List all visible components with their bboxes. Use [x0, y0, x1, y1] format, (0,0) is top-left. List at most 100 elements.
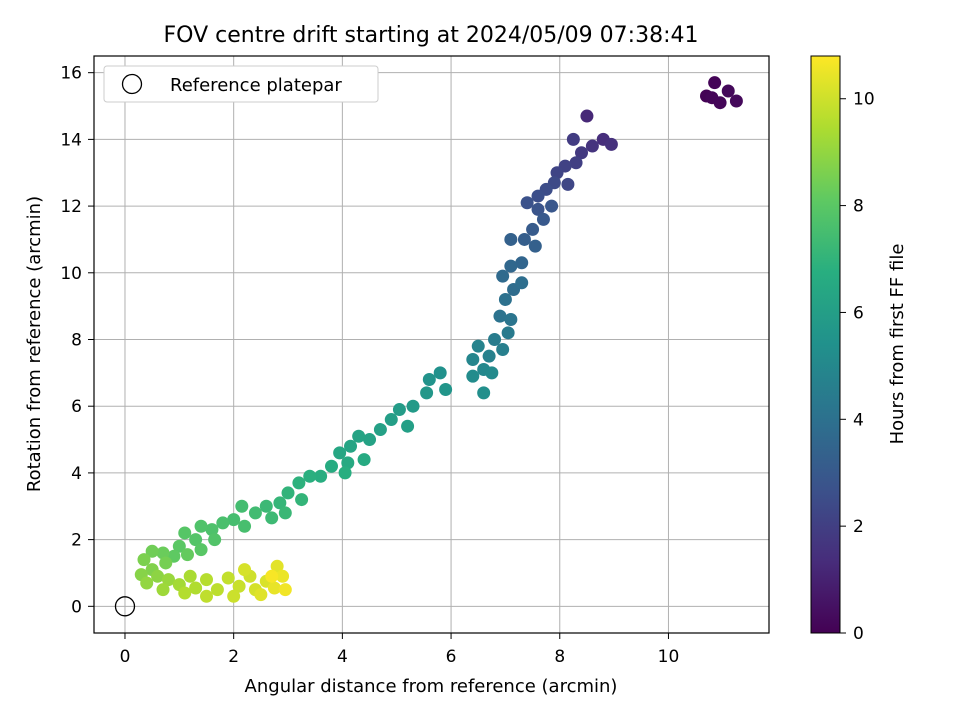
data-point	[531, 202, 545, 216]
colorbar-tick-label: 6	[853, 303, 864, 323]
plot-area	[94, 56, 769, 633]
y-tick-label: 10	[60, 264, 82, 284]
data-point	[238, 519, 252, 533]
data-point	[210, 583, 224, 597]
data-point	[254, 588, 268, 602]
data-point	[235, 499, 249, 513]
data-point	[531, 189, 545, 203]
data-point	[278, 506, 292, 520]
data-point	[344, 439, 358, 453]
data-point	[194, 543, 208, 557]
data-point	[566, 132, 580, 146]
data-point	[161, 573, 175, 587]
data-point	[216, 516, 230, 530]
colorbar-tick-label: 8	[853, 197, 864, 217]
y-axis-ticks: 0 2 4 6 8 10 12 14 16	[60, 64, 94, 617]
x-axis-label: Angular distance from reference (arcmin)	[245, 676, 618, 697]
data-point	[273, 496, 287, 510]
colorbar	[810, 55, 841, 634]
data-point	[259, 499, 273, 513]
y-tick-label: 2	[71, 531, 82, 551]
data-point	[515, 256, 529, 270]
x-tick-label: 10	[658, 647, 680, 667]
y-tick-label: 16	[60, 64, 82, 84]
data-point	[265, 569, 279, 583]
data-point	[501, 326, 515, 340]
data-point	[151, 569, 165, 583]
legend-box	[103, 65, 379, 103]
data-point	[520, 196, 534, 210]
data-point	[145, 544, 159, 558]
data-point	[137, 553, 151, 567]
data-point	[504, 259, 518, 273]
data-point	[205, 523, 219, 537]
y-tick-label: 14	[60, 130, 82, 150]
colorbar-ticks: 0 2 4 6 8 10	[840, 90, 875, 644]
data-point	[352, 429, 366, 443]
data-point	[504, 232, 518, 246]
data-point	[248, 506, 262, 520]
data-point	[384, 413, 398, 427]
data-point	[575, 146, 588, 160]
data-point	[466, 353, 480, 367]
data-point	[496, 269, 510, 283]
data-point	[357, 453, 371, 467]
data-point	[314, 469, 328, 483]
data-point	[517, 232, 531, 246]
data-point	[550, 166, 564, 180]
data-point	[729, 94, 743, 108]
data-point	[433, 366, 447, 380]
data-point	[439, 383, 453, 397]
data-point	[156, 583, 170, 597]
data-point	[159, 556, 173, 570]
data-point	[295, 493, 309, 507]
reference-marker	[114, 596, 136, 617]
data-point	[338, 466, 352, 480]
data-point	[721, 84, 735, 98]
data-point	[422, 373, 436, 387]
reference-point	[114, 596, 136, 617]
data-point	[232, 579, 246, 593]
colorbar-tick-label: 2	[853, 517, 864, 537]
colorbar-label: Hours from first FF file	[887, 244, 908, 445]
data-point	[604, 137, 618, 151]
data-point	[178, 526, 192, 540]
data-point	[189, 533, 203, 547]
data-point	[545, 199, 559, 213]
y-tick-label: 12	[60, 197, 82, 217]
data-point	[561, 177, 575, 191]
data-point	[482, 349, 496, 363]
data-point	[392, 403, 406, 417]
data-point	[156, 546, 170, 560]
y-axis-label: Rotation from reference (arcmin)	[24, 196, 45, 492]
x-tick-label: 8	[554, 647, 565, 667]
data-point	[278, 583, 292, 597]
data-point	[713, 96, 727, 110]
chart-title: FOV centre drift starting at 2024/05/09 …	[164, 23, 699, 48]
data-point	[488, 332, 502, 346]
data-point	[265, 511, 279, 525]
data-point	[221, 571, 235, 585]
x-tick-label: 0	[120, 647, 131, 667]
data-point	[325, 459, 338, 473]
legend: Reference platepar	[103, 65, 379, 103]
data-point	[585, 139, 599, 153]
data-point	[477, 386, 491, 400]
grid-lines	[94, 56, 769, 633]
y-tick-label: 4	[71, 464, 82, 484]
data-point	[183, 569, 197, 583]
data-point	[526, 222, 540, 236]
data-point	[200, 573, 213, 587]
data-point	[420, 386, 434, 400]
colorbar-tick-label: 10	[853, 90, 875, 110]
data-point	[498, 292, 512, 306]
data-point	[406, 399, 420, 413]
data-point	[227, 513, 241, 527]
data-point	[194, 519, 208, 533]
data-point	[536, 212, 550, 226]
data-point	[569, 156, 583, 170]
data-point	[363, 433, 377, 447]
data-point	[373, 423, 387, 437]
data-point	[227, 589, 241, 603]
